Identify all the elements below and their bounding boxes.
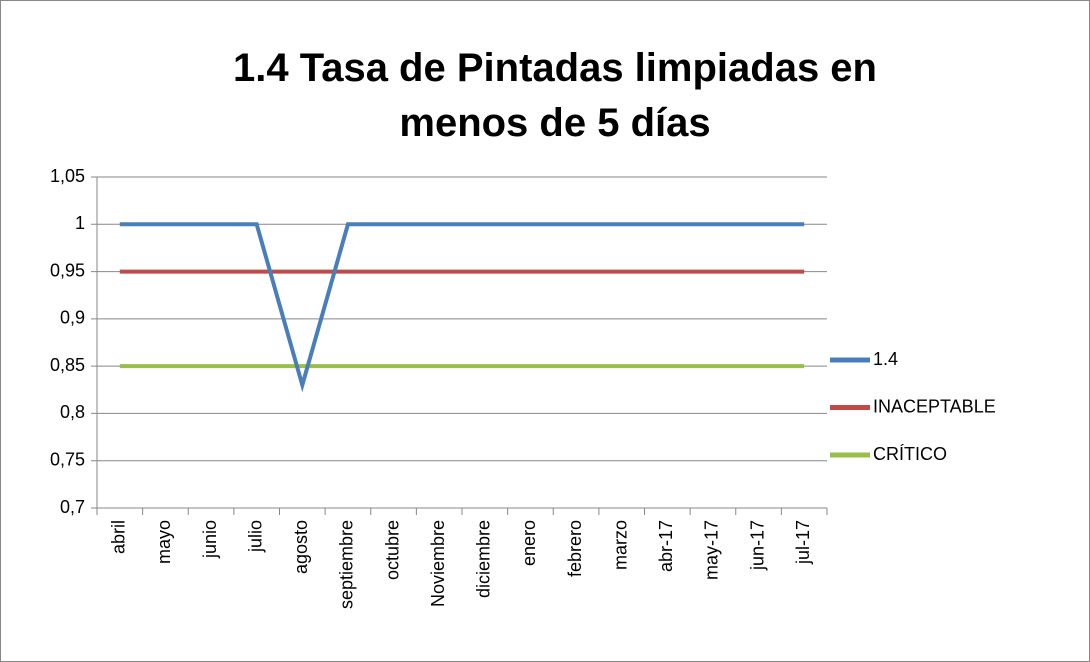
x-tick-label: mayo [154, 520, 174, 564]
x-tick-label: agosto [291, 520, 311, 574]
y-tick-label: 1,05 [50, 166, 85, 186]
y-tick-label: 0,8 [60, 402, 85, 422]
legend-label: CRÍTICO [873, 444, 947, 464]
x-tick-label: abril [109, 520, 129, 554]
x-tick-label: may-17 [702, 520, 722, 580]
x-tick-label: jul-17 [793, 520, 813, 565]
y-tick-label: 1 [75, 213, 85, 233]
x-tick-label: diciembre [474, 520, 494, 598]
y-tick-label: 0,75 [50, 449, 85, 469]
x-tick-label: junio [200, 520, 220, 559]
x-tick-label: julio [245, 520, 265, 553]
x-tick-label: jun-17 [747, 520, 767, 571]
series-line [119, 222, 805, 393]
x-tick-label: octubre [382, 520, 402, 580]
x-tick-label: septiembre [337, 520, 357, 609]
y-tick-label: 0,9 [60, 308, 85, 328]
x-tick-label: abr-17 [656, 520, 676, 572]
legend-label: 1.4 [873, 349, 898, 369]
x-tick-label: enero [519, 520, 539, 566]
y-tick-label: 0,85 [50, 355, 85, 375]
chart-title: 1.4 Tasa de Pintadas limpiadas en menos d… [233, 46, 877, 145]
x-tick-label: febrero [565, 520, 585, 577]
legend-label: INACEPTABLE [873, 396, 996, 416]
y-tick-label: 0,95 [50, 260, 85, 280]
x-tick-label: marzo [610, 520, 630, 570]
y-tick-label: 0,7 [60, 497, 85, 517]
x-tick-label: Noviembre [428, 520, 448, 607]
